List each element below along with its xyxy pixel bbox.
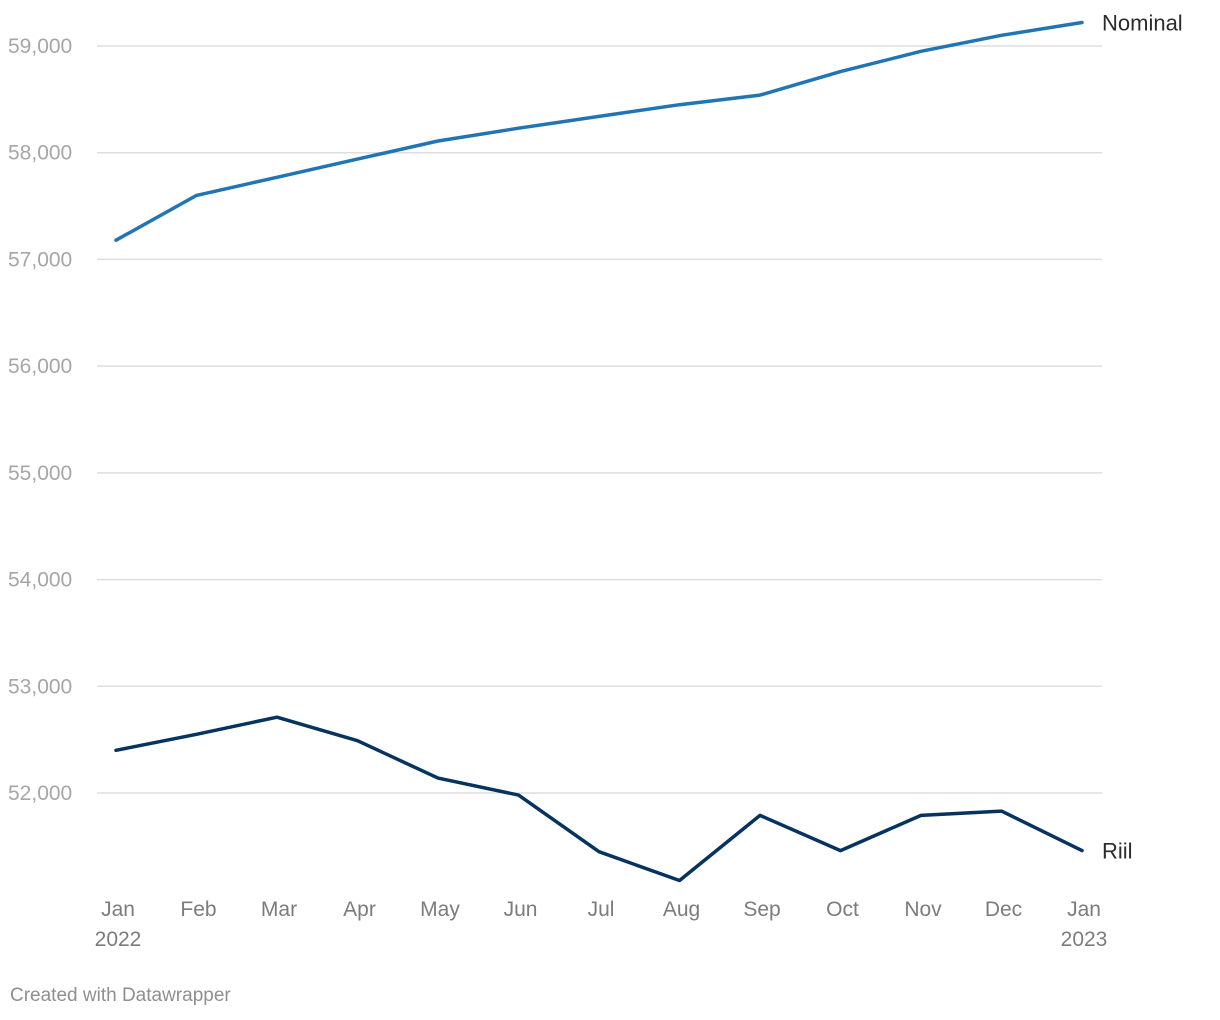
x-tick-label: Nov [904, 898, 942, 921]
x-tick-label: May [420, 898, 460, 921]
x-tick-label: Jun [504, 898, 538, 921]
x-tick-label: Jan [1067, 898, 1101, 921]
y-axis: 52,000 53,000 54,000 55,000 56,000 57,000 58,0… [8, 35, 72, 805]
x-tick-label: Sep [743, 898, 780, 921]
series-line-nominal [114, 20, 1084, 242]
y-tick-label: 57,000 [8, 248, 72, 271]
series-label-nominal: Nominal [1102, 11, 1183, 36]
x-tick-label: Mar [261, 898, 297, 921]
x-tick-label-year: 2023 [1061, 928, 1108, 951]
y-tick-label: 54,000 [8, 569, 72, 592]
y-tick-label: 52,000 [8, 782, 72, 805]
x-tick-label: Apr [343, 898, 376, 921]
y-tick-label: 58,000 [8, 142, 72, 165]
x-tick-label: Feb [180, 898, 216, 921]
gridlines [97, 45, 1102, 794]
x-tick-label-year: 2022 [95, 928, 142, 951]
x-tick-label: Oct [826, 898, 859, 921]
y-tick-label: 56,000 [8, 355, 72, 378]
x-tick-label: Jul [588, 898, 615, 921]
x-tick-label: Jan [101, 898, 135, 921]
x-axis: Jan 2022 Feb Mar Apr May Jun Jul Aug Sep Oct Nov Dec… [95, 898, 1108, 951]
y-tick-label: 53,000 [8, 675, 72, 698]
footer-credit[interactable]: Created with Datawrapper [10, 985, 231, 1006]
y-tick-label: 59,000 [8, 35, 72, 58]
x-tick-label: Aug [663, 898, 700, 921]
series-label-riil: Riil [1102, 839, 1133, 864]
line-chart: 52,000 53,000 54,000 55,000 56,000 57,000 58,0… [8, 11, 1183, 951]
y-tick-label: 55,000 [8, 462, 72, 485]
x-tick-label: Dec [985, 898, 1022, 921]
series-line-riil [114, 715, 1084, 883]
